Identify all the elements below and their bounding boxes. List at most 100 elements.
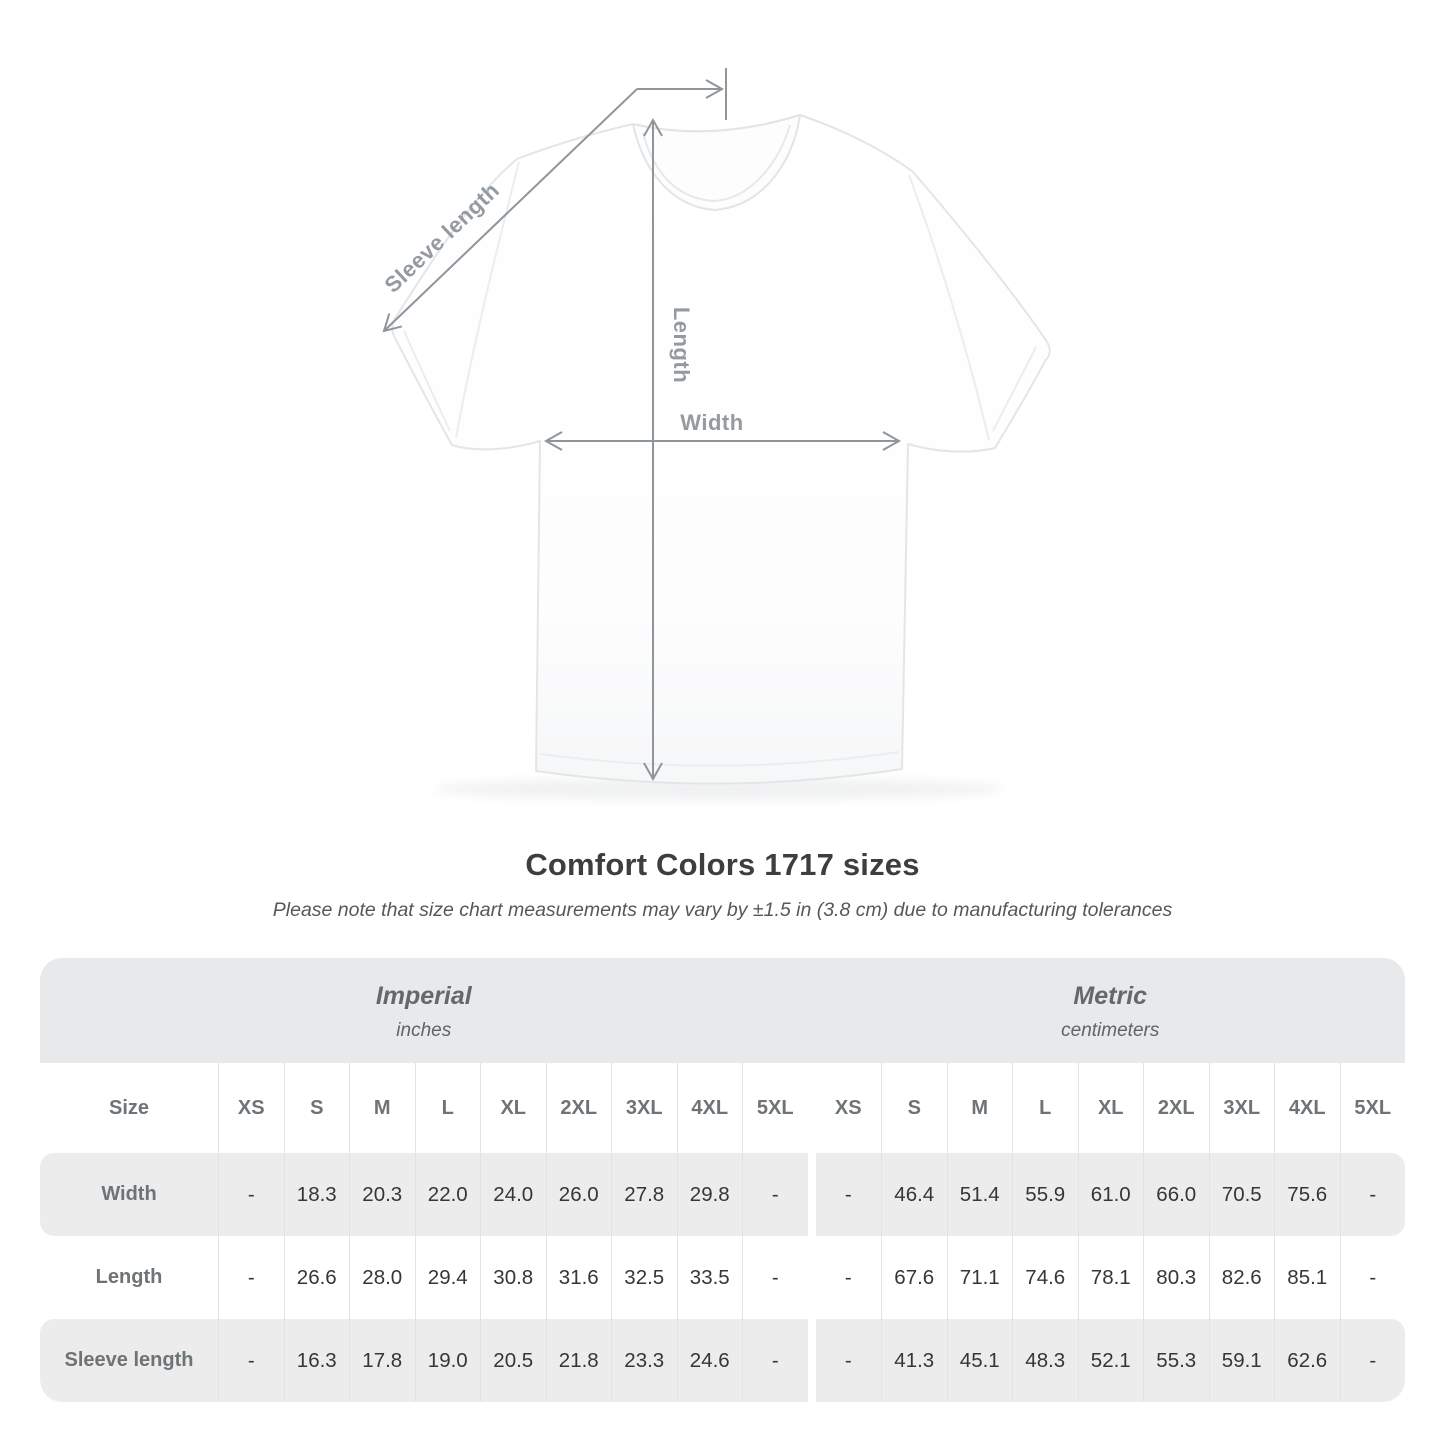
size-header-metric-5: 2XL bbox=[1143, 1063, 1209, 1153]
size-header-imperial-3: L bbox=[414, 1063, 481, 1153]
value-imperial-5: 26.0 bbox=[545, 1153, 612, 1236]
value-imperial-3: 29.4 bbox=[414, 1236, 481, 1319]
value-metric-5: 80.3 bbox=[1143, 1236, 1209, 1319]
value-imperial-3: 19.0 bbox=[414, 1319, 481, 1402]
size-header-imperial-5: 2XL bbox=[545, 1063, 612, 1153]
row-label: Length bbox=[95, 1266, 163, 1288]
size-header-metric-1: S bbox=[881, 1063, 947, 1153]
value-imperial-8: - bbox=[742, 1319, 808, 1402]
value-imperial-2: 28.0 bbox=[349, 1236, 415, 1319]
value-metric-1: 46.4 bbox=[881, 1153, 947, 1236]
value-metric-5: 66.0 bbox=[1143, 1153, 1209, 1236]
section-gap bbox=[807, 1153, 816, 1236]
value-metric-6: 59.1 bbox=[1208, 1319, 1275, 1402]
value-imperial-2: 17.8 bbox=[349, 1319, 415, 1402]
size-header-imperial-4: XL bbox=[480, 1063, 546, 1153]
section-gap bbox=[807, 1236, 816, 1319]
section-gap bbox=[807, 1319, 816, 1402]
value-metric-5: 55.3 bbox=[1143, 1319, 1209, 1402]
metric-unit: centimeters bbox=[1061, 1019, 1160, 1041]
section-gap bbox=[807, 1063, 816, 1153]
value-metric-3: 48.3 bbox=[1012, 1319, 1078, 1402]
value-metric-6: 82.6 bbox=[1208, 1236, 1275, 1319]
size-table-rows: Size XS S M L XL 2XL 3XL 4XL 5XL XS S M L XL 2XL 3XL 4XL 5… bbox=[40, 1063, 1405, 1402]
imperial-unit: inches bbox=[396, 1019, 452, 1041]
tolerance-note: Please note that size chart measurements… bbox=[272, 899, 1173, 921]
value-imperial-4: 20.5 bbox=[480, 1319, 546, 1402]
value-metric-6: 70.5 bbox=[1208, 1153, 1275, 1236]
value-imperial-2: 20.3 bbox=[349, 1153, 415, 1236]
value-imperial-6: 23.3 bbox=[611, 1319, 677, 1402]
value-imperial-5: 31.6 bbox=[545, 1236, 612, 1319]
value-imperial-7: 24.6 bbox=[676, 1319, 743, 1402]
size-header-row: Size XS S M L XL 2XL 3XL 4XL 5XL XS S M L XL 2XL 3XL 4XL 5… bbox=[40, 1063, 1405, 1153]
size-header-metric-8: 5XL bbox=[1339, 1063, 1406, 1153]
value-metric-8: - bbox=[1339, 1319, 1406, 1402]
page-title: Comfort Colors 1717 sizes bbox=[525, 847, 920, 882]
value-metric-4: 61.0 bbox=[1077, 1153, 1144, 1236]
sleeve-length-arrow bbox=[382, 88, 638, 333]
imperial-section-header: Imperial inches bbox=[40, 958, 808, 1063]
value-imperial-6: 27.8 bbox=[611, 1153, 677, 1236]
metric-title: Metric bbox=[1073, 981, 1148, 1010]
value-metric-3: 74.6 bbox=[1012, 1236, 1078, 1319]
value-imperial-1: 18.3 bbox=[283, 1153, 350, 1236]
value-imperial-7: 33.5 bbox=[676, 1236, 743, 1319]
value-imperial-7: 29.8 bbox=[676, 1153, 743, 1236]
value-metric-8: - bbox=[1339, 1153, 1406, 1236]
length-label: Length bbox=[669, 307, 694, 383]
tshirt-photo bbox=[391, 114, 1051, 785]
value-metric-4: 78.1 bbox=[1077, 1236, 1144, 1319]
measure-row-length: Length -26.6 28.0 29.4 30.8 31.6 32.5 33.5- -67.… bbox=[40, 1236, 1405, 1319]
size-header-metric-7: 4XL bbox=[1274, 1063, 1340, 1153]
value-imperial-0: - bbox=[218, 1153, 284, 1236]
value-metric-8: - bbox=[1339, 1236, 1406, 1319]
value-metric-1: 67.6 bbox=[881, 1236, 947, 1319]
size-header-metric-4: XL bbox=[1077, 1063, 1144, 1153]
value-imperial-1: 16.3 bbox=[283, 1319, 350, 1402]
size-header-imperial-7: 4XL bbox=[676, 1063, 743, 1153]
imperial-title: Imperial bbox=[375, 981, 472, 1010]
size-header-metric-0: XS bbox=[834, 1096, 862, 1119]
shirt-shadow bbox=[434, 778, 1004, 800]
value-metric-0: - bbox=[844, 1182, 852, 1206]
size-header-imperial-1: S bbox=[283, 1063, 350, 1153]
value-imperial-4: 24.0 bbox=[480, 1153, 546, 1236]
value-imperial-4: 30.8 bbox=[480, 1236, 546, 1319]
value-metric-2: 71.1 bbox=[946, 1236, 1013, 1319]
value-imperial-1: 26.6 bbox=[283, 1236, 350, 1319]
row-label: Width bbox=[101, 1183, 157, 1205]
value-metric-7: 75.6 bbox=[1274, 1153, 1340, 1236]
value-metric-0: - bbox=[844, 1348, 852, 1372]
value-metric-7: 85.1 bbox=[1274, 1236, 1340, 1319]
row-label: Sleeve length bbox=[64, 1349, 194, 1371]
value-metric-0: - bbox=[844, 1265, 852, 1289]
unit-band: Imperial inches Metric centimeters bbox=[40, 958, 1405, 1063]
value-imperial-3: 22.0 bbox=[414, 1153, 481, 1236]
size-header-imperial-6: 3XL bbox=[611, 1063, 677, 1153]
value-imperial-5: 21.8 bbox=[545, 1319, 612, 1402]
value-metric-2: 51.4 bbox=[946, 1153, 1013, 1236]
value-imperial-6: 32.5 bbox=[611, 1236, 677, 1319]
size-header-metric-2: M bbox=[946, 1063, 1013, 1153]
value-imperial-8: - bbox=[742, 1236, 808, 1319]
value-imperial-0: - bbox=[218, 1236, 284, 1319]
value-metric-1: 41.3 bbox=[881, 1319, 947, 1402]
value-imperial-8: - bbox=[742, 1153, 808, 1236]
size-header-imperial-0: XS bbox=[218, 1063, 284, 1153]
value-imperial-0: - bbox=[218, 1319, 284, 1402]
size-header-imperial-2: M bbox=[349, 1063, 415, 1153]
size-header-imperial-8: 5XL bbox=[742, 1063, 808, 1153]
measure-row-sleeve-length: Sleeve length -16.3 17.8 19.0 20.5 21.8 23.3 24… bbox=[40, 1319, 1405, 1402]
measure-row-width: Width -18.3 20.3 22.0 24.0 26.0 27.8 29.8- -46.4… bbox=[40, 1153, 1405, 1236]
value-metric-2: 45.1 bbox=[946, 1319, 1013, 1402]
value-metric-7: 62.6 bbox=[1274, 1319, 1340, 1402]
size-column-header: Size bbox=[108, 1096, 150, 1119]
value-metric-3: 55.9 bbox=[1012, 1153, 1078, 1236]
metric-section-header: Metric centimeters bbox=[816, 958, 1406, 1063]
size-header-metric-3: L bbox=[1012, 1063, 1078, 1153]
tshirt-size-diagram: Sleeve length Length Width bbox=[379, 68, 1051, 800]
value-metric-4: 52.1 bbox=[1077, 1319, 1144, 1402]
measurement-annotations bbox=[382, 68, 902, 782]
size-header-metric-6: 3XL bbox=[1208, 1063, 1275, 1153]
